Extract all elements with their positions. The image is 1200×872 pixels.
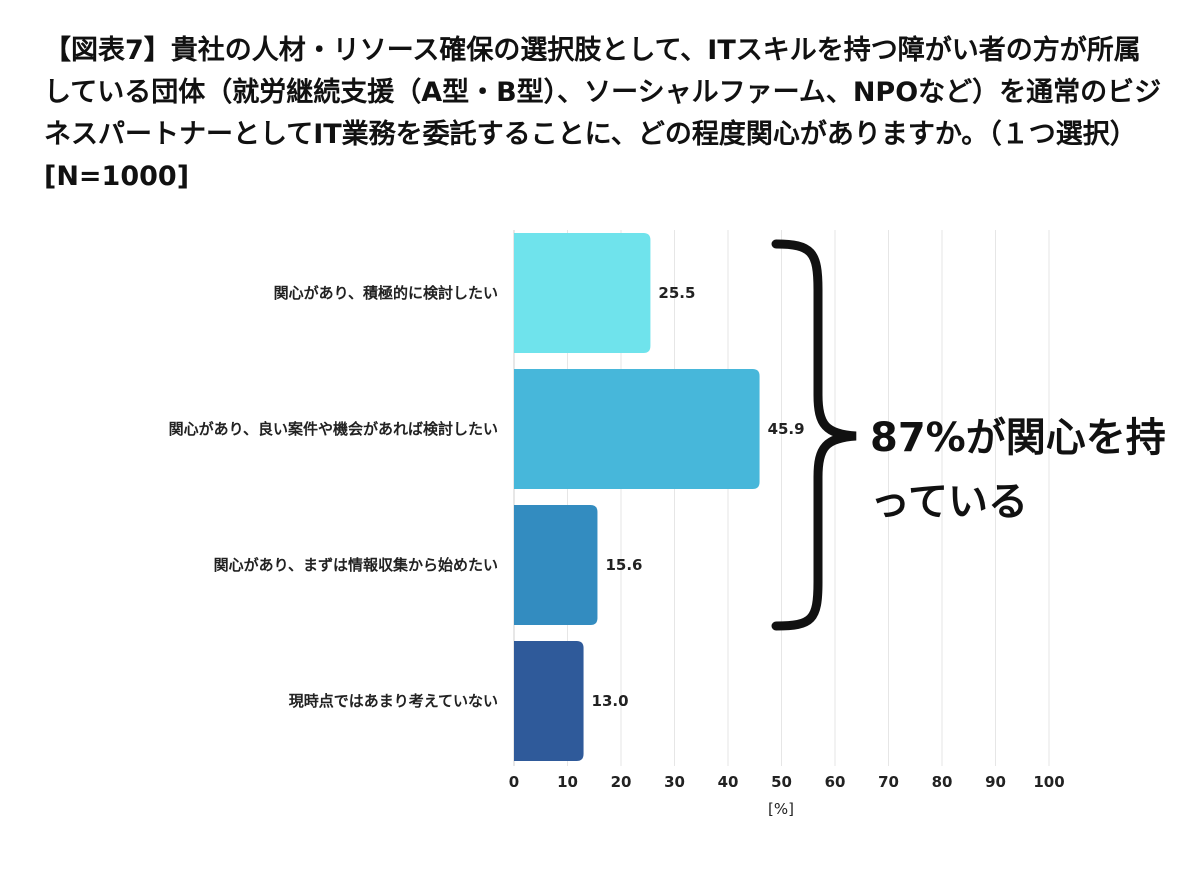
category-label: 現時点ではあまり考えていない bbox=[289, 692, 498, 710]
bar bbox=[514, 233, 651, 353]
value-label: 13.0 bbox=[592, 692, 629, 710]
value-label: 45.9 bbox=[768, 420, 805, 438]
summary-annotation: 87%が関心を持っている bbox=[870, 415, 1166, 525]
x-tick-label: 70 bbox=[878, 773, 899, 791]
labels: 0 10 20 30 40 50 60 70 80 90 100 関心があり、積極的に検討したい 25.… bbox=[169, 284, 1065, 791]
bar bbox=[514, 505, 598, 625]
chart-title: 【図表7】貴社の人材・リソース確保の選択肢として、ITスキルを持つ障がい者の方が… bbox=[44, 35, 1162, 192]
x-tick-label: 10 bbox=[557, 773, 578, 791]
category-label: 関心があり、積極的に検討したい bbox=[274, 284, 498, 302]
x-tick-label: 20 bbox=[611, 773, 632, 791]
x-tick-label: 80 bbox=[932, 773, 953, 791]
x-axis-label: [%] bbox=[768, 800, 794, 818]
category-label: 関心があり、良い案件や機会があれば検討したい bbox=[169, 420, 498, 438]
bars bbox=[514, 233, 760, 761]
x-tick-label: 40 bbox=[718, 773, 739, 791]
x-tick-label: 0 bbox=[509, 773, 519, 791]
x-tick-label: 60 bbox=[825, 773, 846, 791]
curly-brace bbox=[771, 239, 857, 631]
x-tick-label: 90 bbox=[985, 773, 1006, 791]
value-label: 15.6 bbox=[605, 556, 642, 574]
bar bbox=[514, 369, 760, 489]
x-tick-label: 30 bbox=[664, 773, 685, 791]
x-tick-label: 50 bbox=[771, 773, 792, 791]
bar bbox=[514, 641, 584, 761]
x-tick-label: 100 bbox=[1033, 773, 1064, 791]
value-label: 25.5 bbox=[658, 284, 695, 302]
category-label: 関心があり、まずは情報収集から始めたい bbox=[214, 556, 498, 574]
